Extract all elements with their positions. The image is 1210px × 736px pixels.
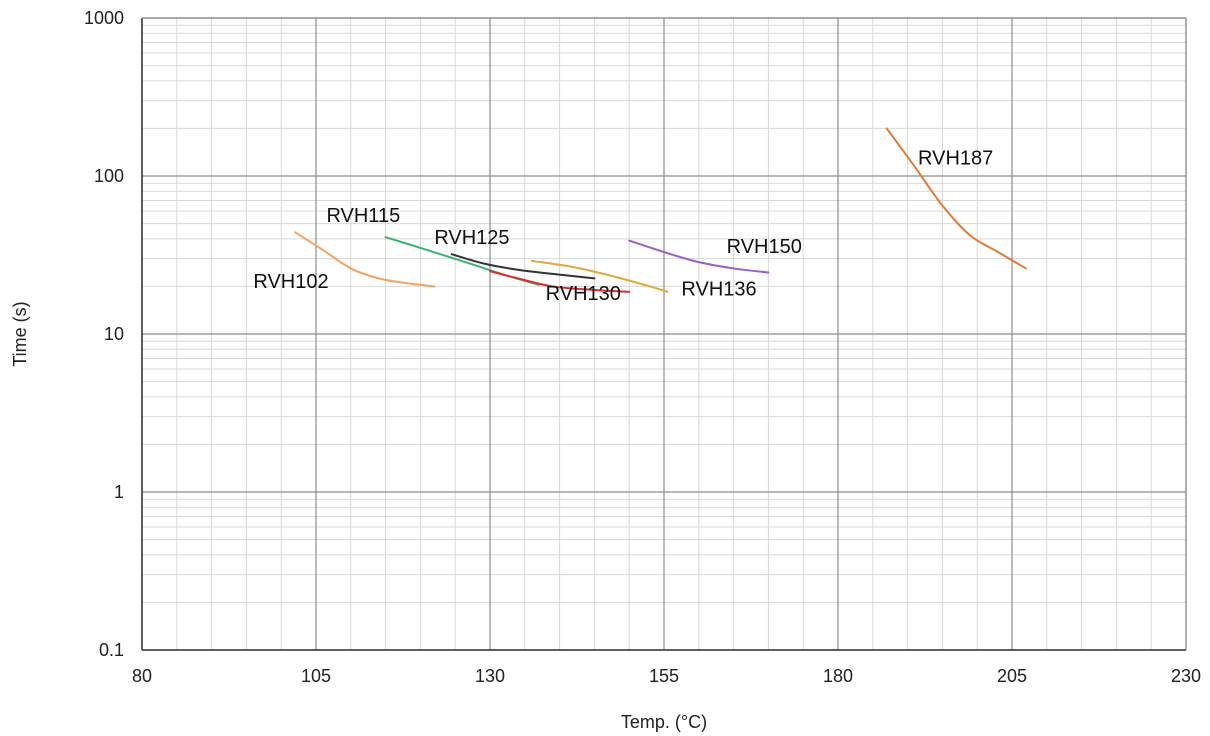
series-label-rvh115: RVH115 [326,205,400,227]
series-labels: RVH102 RVH115 RVH125 RVH130 RVH136 RVH150 RVH1… [253,148,993,305]
series-label-rvh130: RVH130 [546,283,621,305]
series-label-rvh136: RVH136 [681,279,756,301]
x-tick-label: 230 [1171,666,1201,686]
series-label-rvh150: RVH150 [727,236,802,258]
y-tick-label: 1000 [84,8,124,28]
series-label-rvh125: RVH125 [434,227,509,249]
y-tick-label: 0.1 [99,640,124,660]
x-axis-title: Temp. (°C) [621,712,707,732]
y-tick-label: 100 [94,166,124,186]
series-line-rvh125 [450,253,596,280]
series-label-rvh102: RVH102 [253,271,328,293]
series-label-rvh187: RVH187 [918,148,993,170]
series-line-rvh187 [885,127,1027,270]
y-tick-labels: 0.1 1 10 100 1000 [84,8,124,660]
x-tick-label: 180 [823,666,853,686]
series-line-rvh130 [489,270,631,293]
series-line-rvh150 [628,239,770,274]
x-tick-label: 80 [132,666,152,686]
series-lines [294,127,1027,293]
x-tick-label: 155 [649,666,679,686]
x-tick-labels: 80 105 130 155 180 205 230 [132,666,1201,686]
y-tick-label: 1 [114,482,124,502]
y-tick-label: 10 [104,324,124,344]
series-line-rvh102 [294,231,436,288]
x-tick-label: 105 [301,666,331,686]
x-tick-label: 130 [475,666,505,686]
axes [141,17,1187,651]
x-tick-label: 205 [997,666,1027,686]
y-axis-title: Time (s) [10,301,30,366]
series-line-rvh136 [530,259,669,293]
